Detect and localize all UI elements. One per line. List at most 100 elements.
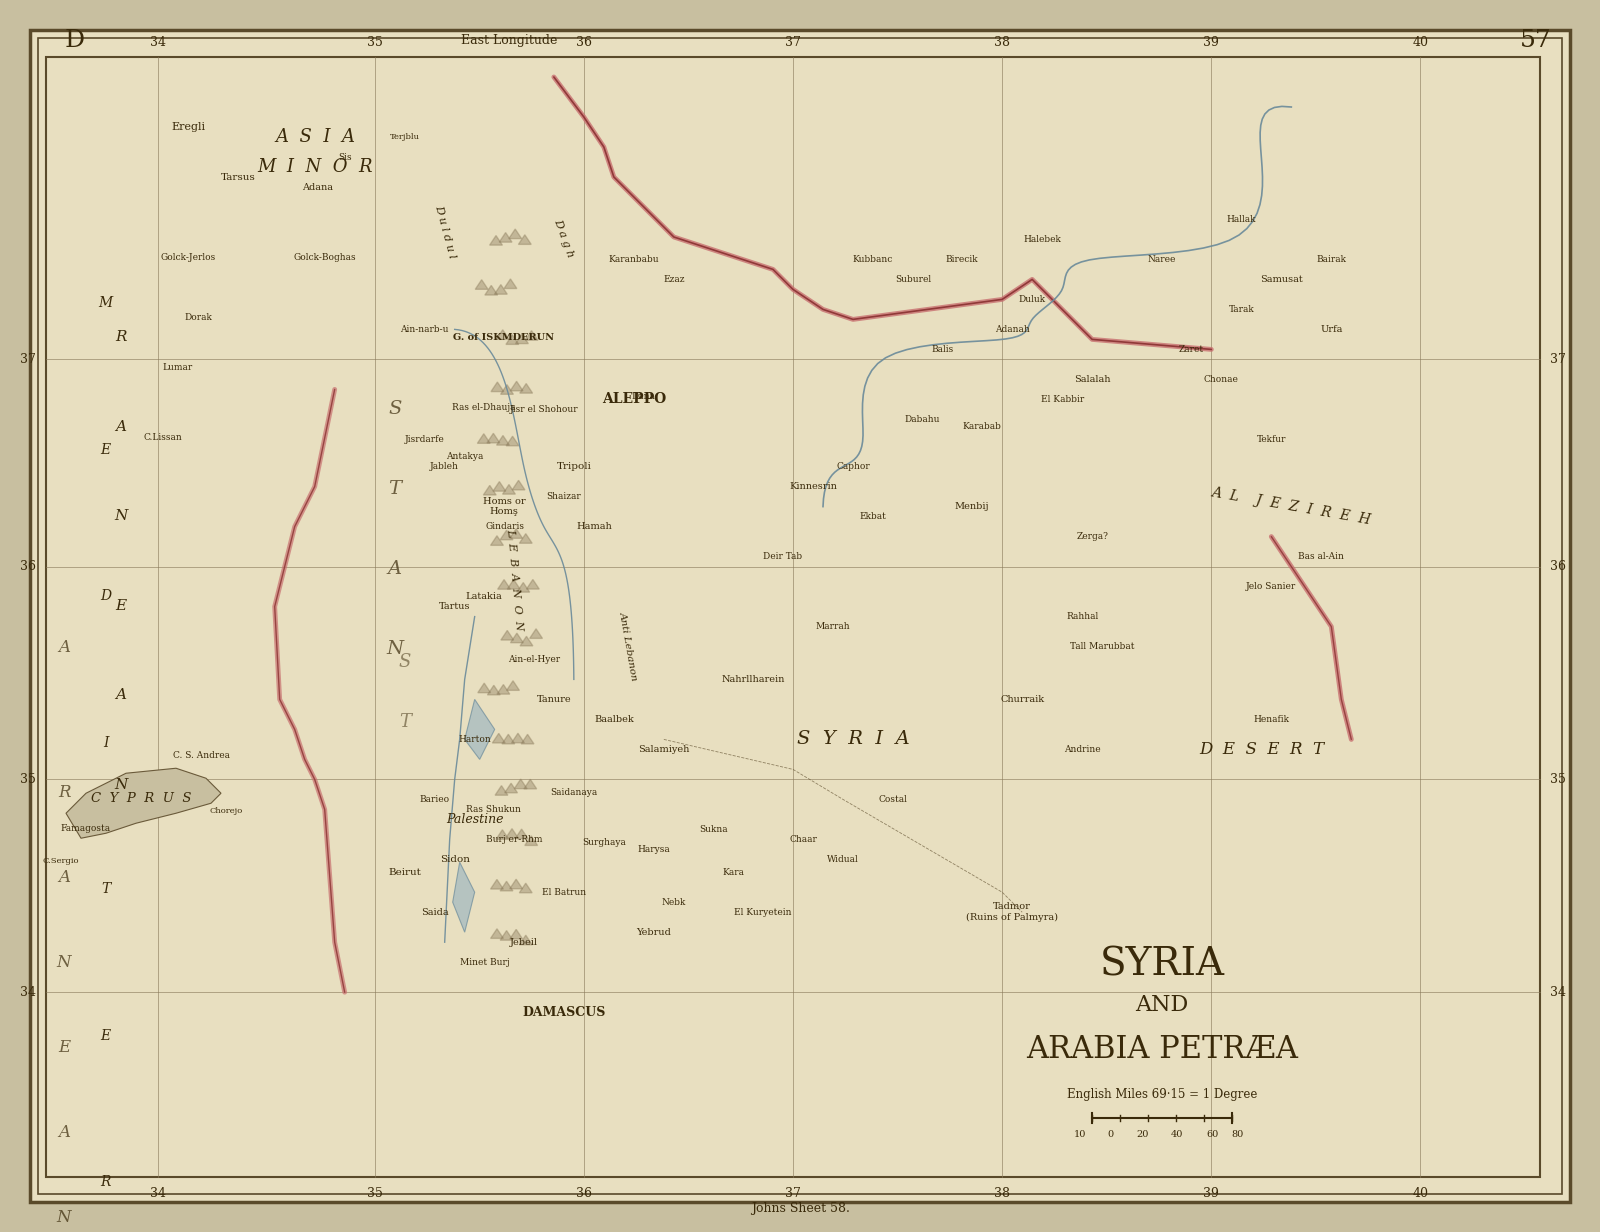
Polygon shape (509, 631, 522, 641)
Text: Saidanaya: Saidanaya (550, 787, 597, 797)
Text: 38: 38 (994, 36, 1010, 49)
Text: Suburel: Suburel (894, 275, 931, 283)
Text: Karanbabu: Karanbabu (608, 255, 659, 264)
Text: A: A (58, 869, 70, 886)
Polygon shape (502, 483, 515, 493)
Text: 34: 34 (1550, 986, 1566, 999)
Polygon shape (510, 885, 523, 893)
Polygon shape (490, 636, 502, 646)
Text: Gindaris: Gindaris (485, 522, 525, 531)
Polygon shape (498, 829, 510, 838)
Text: Tekfur: Tekfur (1256, 435, 1286, 444)
Text: Ekbat: Ekbat (859, 513, 886, 521)
Polygon shape (498, 283, 510, 292)
Polygon shape (499, 586, 512, 596)
Polygon shape (522, 930, 534, 940)
Polygon shape (499, 686, 512, 696)
Polygon shape (66, 769, 221, 838)
Text: 36: 36 (21, 561, 37, 573)
Text: Sidon: Sidon (440, 855, 470, 864)
Polygon shape (485, 432, 498, 442)
Text: Baalbek: Baalbek (594, 715, 634, 724)
Text: Antakya: Antakya (446, 452, 483, 461)
Polygon shape (504, 430, 517, 440)
Text: 36: 36 (1550, 561, 1566, 573)
Text: C.Sergio: C.Sergio (43, 857, 80, 865)
Text: El Batrun: El Batrun (542, 888, 586, 897)
Text: Urfa: Urfa (1320, 325, 1342, 334)
Text: Jisr el Shohour: Jisr el Shohour (509, 405, 578, 414)
Text: A  L    J  E  Z  I  R  E  H: A L J E Z I R E H (1211, 485, 1373, 527)
Text: Churraik: Churraik (1000, 695, 1045, 703)
Text: Chaar: Chaar (789, 835, 818, 844)
Text: East Longitude: East Longitude (461, 34, 557, 47)
Polygon shape (509, 684, 522, 694)
Text: Shaizar: Shaizar (547, 492, 581, 501)
Text: Deir Tab: Deir Tab (763, 552, 803, 561)
Polygon shape (515, 731, 528, 740)
Text: D a g h: D a g h (552, 218, 576, 259)
Text: Jableh: Jableh (429, 462, 458, 471)
Text: Homs or
Homş: Homs or Homş (483, 496, 525, 516)
Text: N: N (114, 777, 128, 792)
Polygon shape (486, 784, 499, 792)
Text: Barieo: Barieo (419, 795, 450, 804)
Text: Nebk: Nebk (662, 898, 686, 907)
Text: El Kuryetein: El Kuryetein (734, 908, 792, 917)
Text: Tripoli: Tripoli (557, 462, 592, 471)
Polygon shape (478, 281, 491, 291)
Text: Menbij: Menbij (955, 503, 989, 511)
Text: E: E (115, 599, 126, 612)
Polygon shape (507, 278, 520, 288)
Text: N: N (114, 509, 128, 524)
Polygon shape (478, 834, 491, 844)
Text: 37: 37 (1550, 352, 1566, 366)
Text: C. S. Andrea: C. S. Andrea (173, 752, 229, 760)
Text: Tarak: Tarak (1229, 304, 1254, 314)
Text: Anti Lebanon: Anti Lebanon (618, 611, 640, 681)
Text: E: E (101, 1029, 110, 1042)
Text: Dana: Dana (632, 392, 656, 402)
Text: 40: 40 (1413, 1186, 1429, 1200)
Polygon shape (496, 529, 509, 538)
Text: T: T (389, 480, 402, 499)
Text: R: R (101, 1175, 110, 1189)
Text: English Miles 69·15 = 1 Degree: English Miles 69·15 = 1 Degree (1067, 1088, 1258, 1101)
Text: Palestine: Palestine (446, 813, 504, 825)
Text: R: R (58, 784, 70, 801)
Text: R: R (115, 330, 126, 344)
Polygon shape (475, 429, 488, 439)
Text: A: A (58, 1124, 70, 1141)
Polygon shape (523, 229, 536, 239)
Text: Sukna: Sukna (699, 825, 728, 834)
Polygon shape (490, 336, 502, 345)
Polygon shape (506, 535, 518, 545)
Text: Widual: Widual (827, 855, 859, 864)
Text: 37: 37 (786, 36, 802, 49)
Text: 34: 34 (21, 986, 37, 999)
Text: 37: 37 (21, 352, 37, 366)
Polygon shape (494, 381, 507, 391)
Text: Kubbanc: Kubbanc (853, 255, 893, 264)
Text: 40: 40 (1171, 1130, 1184, 1138)
Text: DAMASCUS: DAMASCUS (522, 1005, 605, 1019)
Text: Tanure: Tanure (536, 695, 571, 703)
Text: S  Y  R  I  A: S Y R I A (797, 731, 909, 748)
Polygon shape (506, 785, 518, 795)
Text: Hallak: Hallak (1227, 214, 1256, 224)
Text: Naree: Naree (1147, 255, 1176, 264)
Text: Golck-Jerlos: Golck-Jerlos (160, 253, 216, 261)
Text: E: E (58, 1039, 70, 1056)
Text: T: T (101, 882, 110, 896)
Polygon shape (518, 681, 531, 691)
Text: 34: 34 (150, 1186, 166, 1200)
Text: SYRIA: SYRIA (1099, 946, 1224, 983)
Text: Tall Marubbat: Tall Marubbat (1070, 642, 1134, 650)
Text: 39: 39 (1203, 36, 1219, 49)
Text: Eregli: Eregli (171, 122, 205, 132)
Polygon shape (509, 582, 522, 591)
Polygon shape (488, 829, 501, 838)
Text: C.Lissan: C.Lissan (144, 432, 182, 441)
Text: 35: 35 (1550, 772, 1566, 786)
Text: Rahhal: Rahhal (1066, 612, 1098, 621)
